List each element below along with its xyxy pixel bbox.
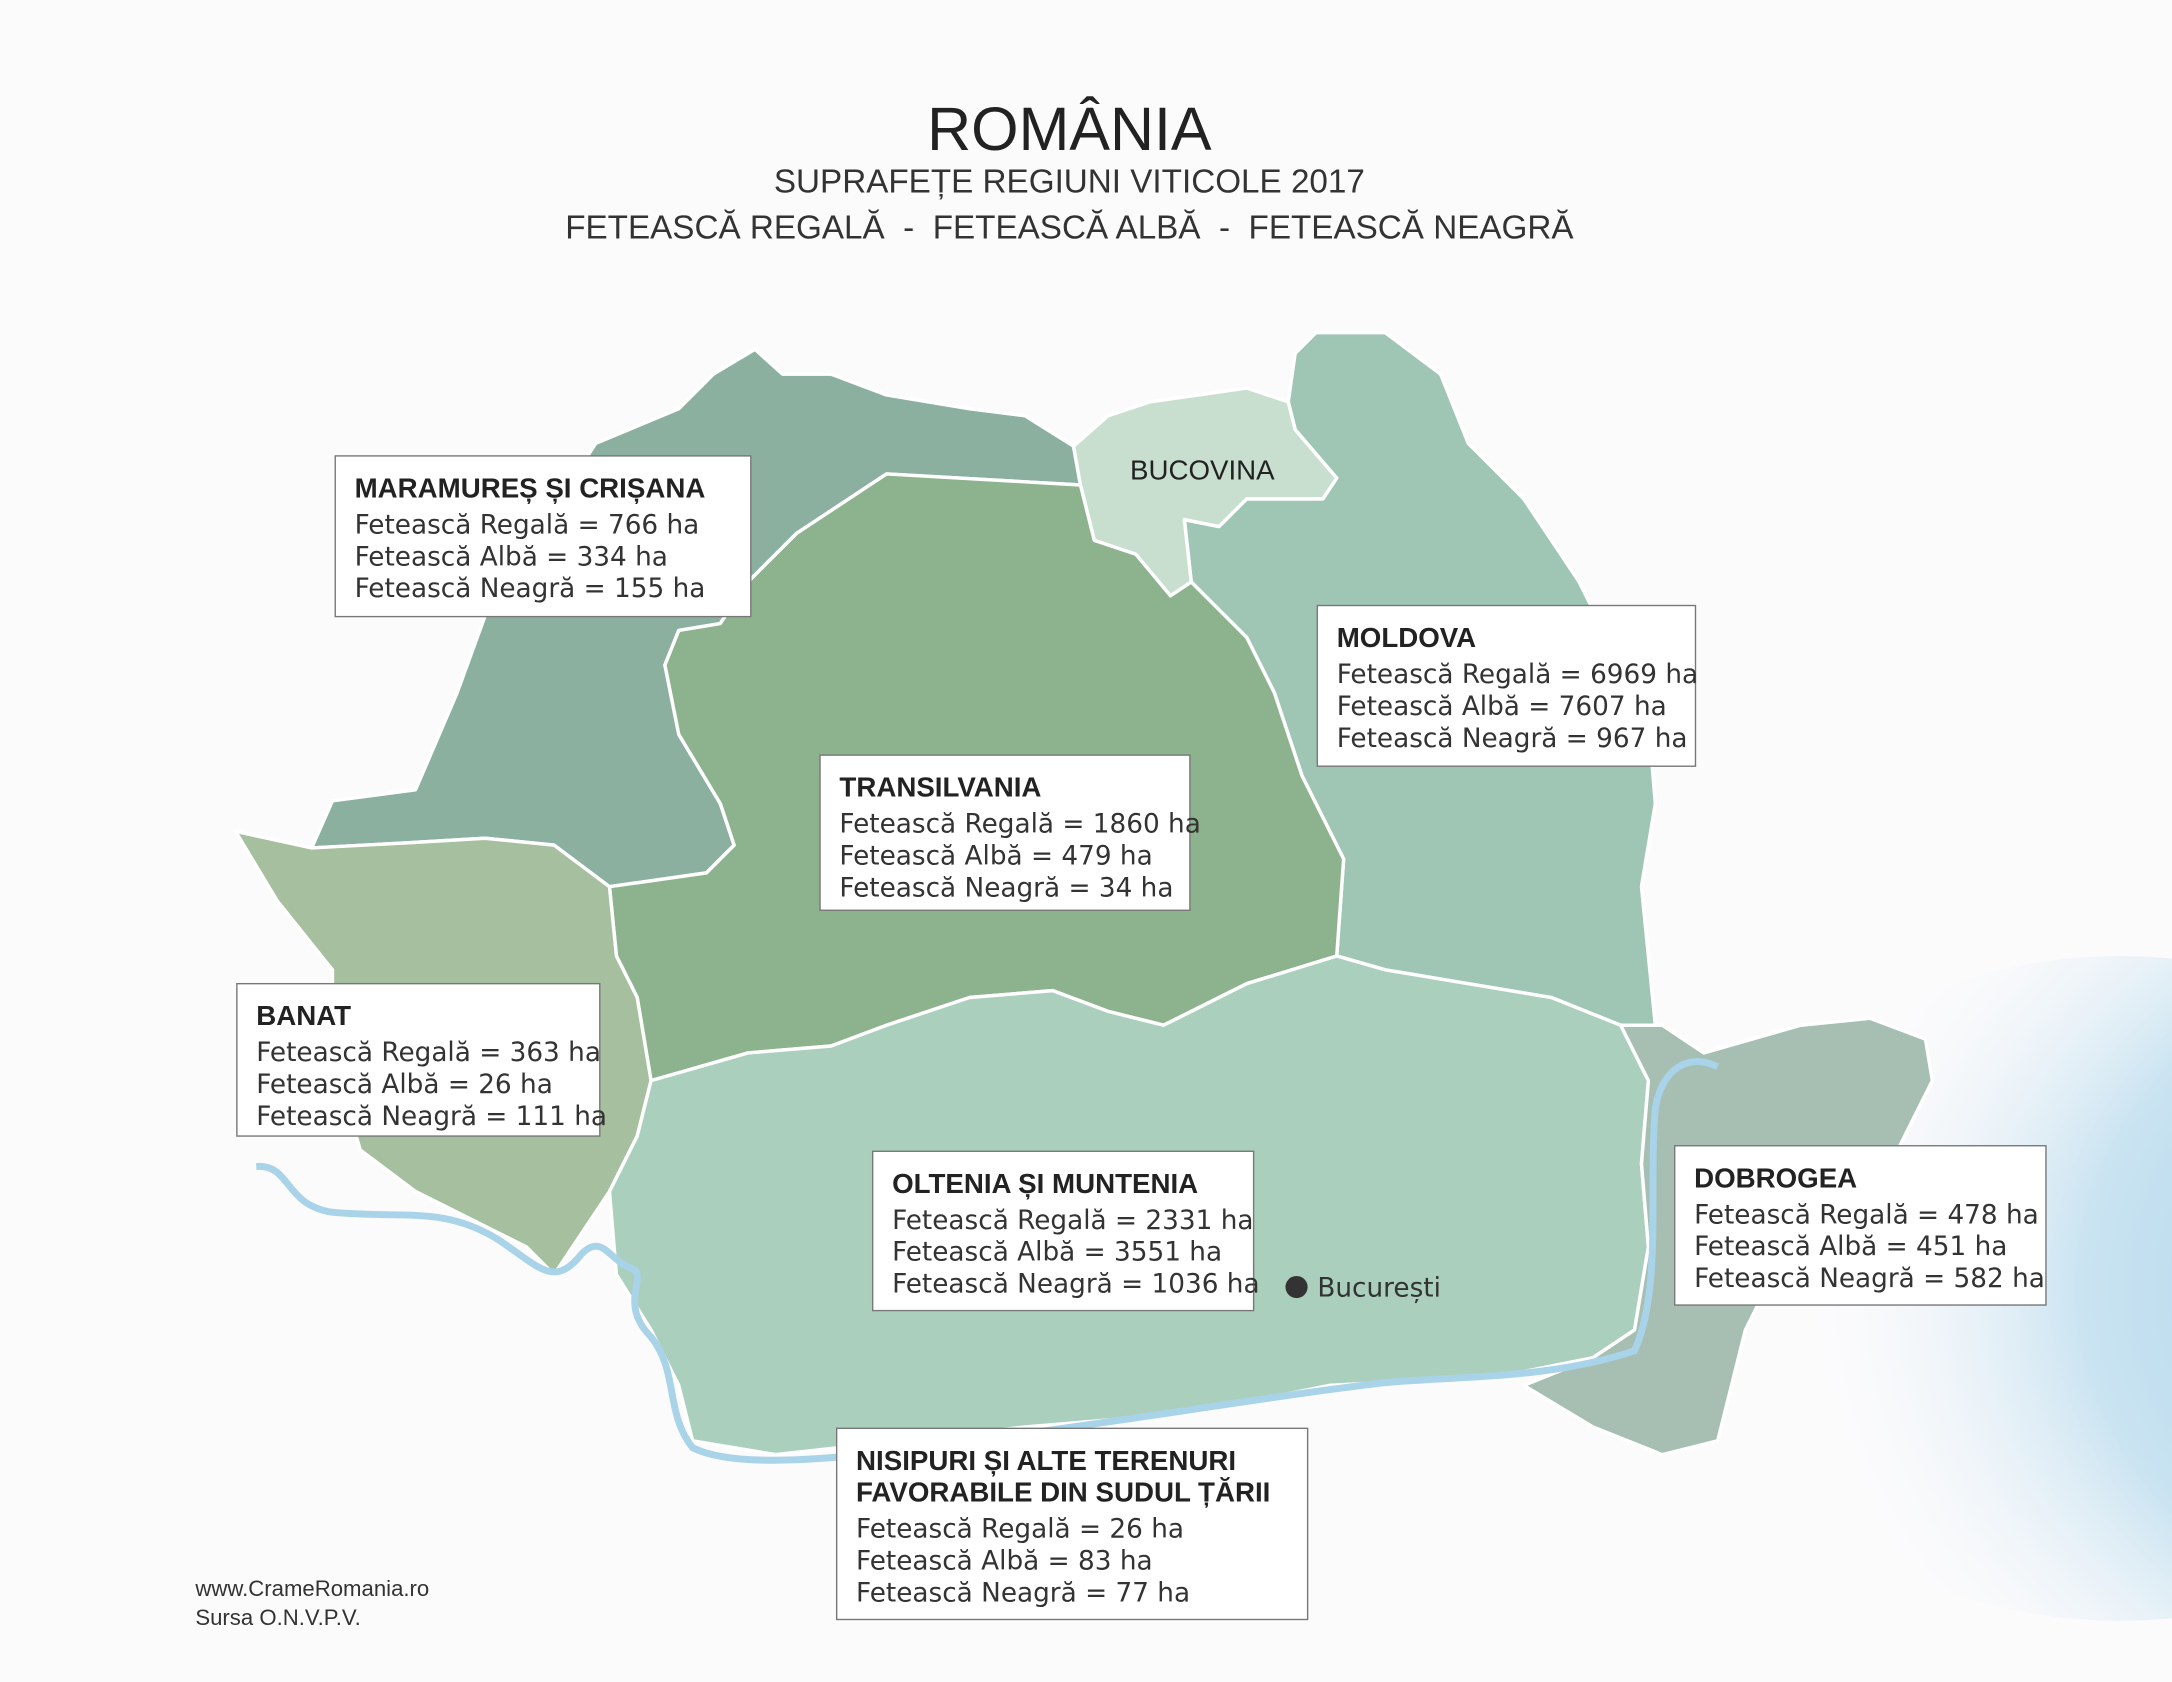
variety-area: Fetească Albă = 83 ha xyxy=(856,1547,1153,1577)
box-frame xyxy=(835,1427,1309,1621)
variety-area: Fetească Regală = 26 ha xyxy=(856,1515,1184,1545)
variety-area: Fetească Albă = 3551 ha xyxy=(892,1238,1222,1268)
source: Sursa O.N.V.P.V. xyxy=(195,1605,360,1630)
website: www.CrameRomania.ro xyxy=(194,1576,429,1601)
variety-area: Fetească Neagră = 77 ha xyxy=(856,1578,1190,1608)
variety-area: Fetească Regală = 1860 ha xyxy=(839,810,1200,840)
box-frame xyxy=(1674,1145,2047,1306)
box-frame xyxy=(334,455,752,618)
variety-area: Fetească Albă = 7607 ha xyxy=(1337,692,1667,722)
variety-area: Fetească Regală = 6969 ha xyxy=(1337,660,1698,690)
capital-dot xyxy=(1285,1275,1308,1299)
variety-area: Fetească Neagră = 34 ha xyxy=(839,873,1173,903)
variety-area: Fetească Albă = 479 ha xyxy=(839,842,1152,872)
region-boxes: MARAMUREȘ ȘI CRIȘANA Fetească Regală = 76… xyxy=(236,455,2047,1621)
region-name: OLTENIA ȘI MUNTENIA xyxy=(892,1168,1198,1199)
region-name: NISIPURI ȘI ALTE TERENURI xyxy=(856,1445,1236,1476)
box-frame xyxy=(819,754,1191,911)
region-box: OLTENIA ȘI MUNTENIA Fetească Regală = 233… xyxy=(871,1150,1260,1312)
variety-area: Fetească Neagră = 967 ha xyxy=(1337,724,1688,754)
varieties: FETEASCĂ REGALĂ - FETEASCĂ ALBĂ - FETEAS… xyxy=(565,209,1574,246)
danube-river xyxy=(255,1058,1720,1464)
box-frame xyxy=(1316,604,1697,767)
region-name: TRANSILVANIA xyxy=(839,772,1041,803)
variety-area: Fetească Regală = 2331 ha xyxy=(892,1206,1253,1236)
variety-area: Fetească Neagră = 111 ha xyxy=(256,1102,607,1132)
region-name: MARAMUREȘ ȘI CRIȘANA xyxy=(355,472,706,503)
title: ROMÂNIA xyxy=(927,95,1212,163)
region-name: FAVORABILE DIN SUDUL ȚĂRII xyxy=(856,1477,1270,1508)
variety-area: Fetească Neagră = 1036 ha xyxy=(892,1270,1260,1300)
box-frame xyxy=(236,982,601,1137)
region-name: MOLDOVA xyxy=(1337,622,1476,653)
box-frame xyxy=(871,1150,1255,1312)
subtitle: SUPRAFEȚE REGIUNI VITICOLE 2017 xyxy=(774,164,1365,201)
variety-area: Fetească Regală = 478 ha xyxy=(1694,1200,2039,1230)
variety-area: Fetească Neagră = 155 ha xyxy=(355,574,706,604)
region-box: MARAMUREȘ ȘI CRIȘANA Fetească Regală = 76… xyxy=(334,455,752,618)
capital-label: București xyxy=(1317,1274,1441,1304)
region-name: BANAT xyxy=(256,1000,351,1031)
variety-area: Fetească Albă = 334 ha xyxy=(355,542,668,572)
variety-area: Fetească Regală = 363 ha xyxy=(256,1038,601,1068)
bucovina-label: BUCOVINA xyxy=(1130,454,1275,485)
region-name: DOBROGEA xyxy=(1694,1162,1857,1193)
variety-area: Fetească Neagră = 582 ha xyxy=(1694,1264,2045,1294)
variety-area: Fetească Albă = 451 ha xyxy=(1694,1232,2007,1262)
variety-area: Fetească Regală = 766 ha xyxy=(355,510,700,540)
variety-area: Fetească Albă = 26 ha xyxy=(256,1070,553,1100)
